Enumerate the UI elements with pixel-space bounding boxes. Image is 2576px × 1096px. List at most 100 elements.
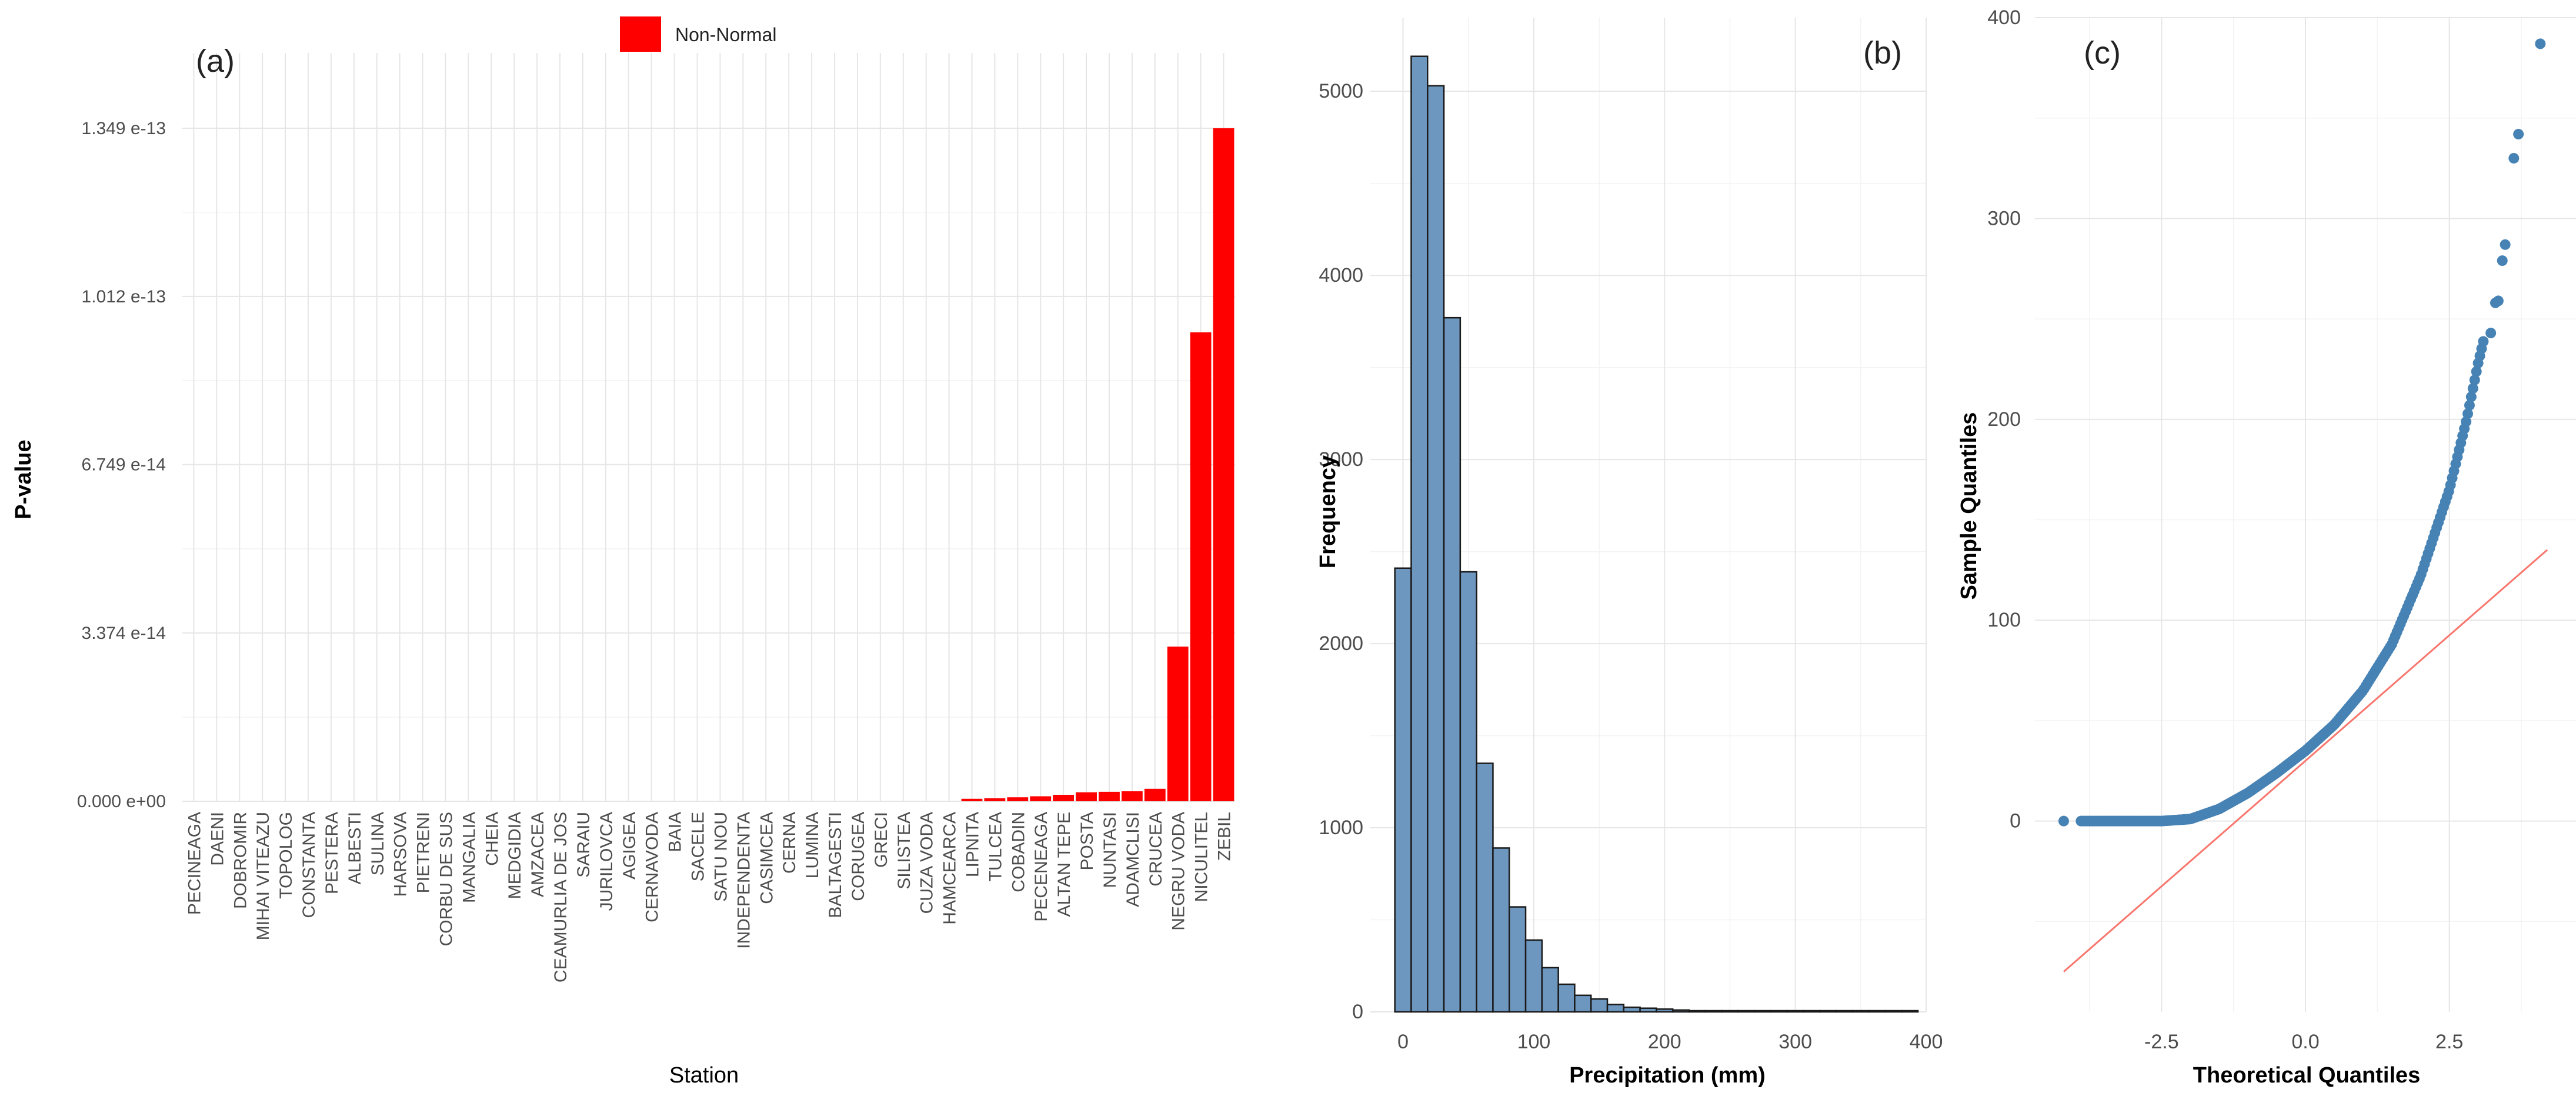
panel-c-y-ticks: 0 100 200 300 400 [1987,6,2021,832]
x-tick-label: NEGRU VODA [1169,812,1189,931]
y-tick-label: 3.374 e-14 [82,624,166,643]
x-tick-label: COBADIN [1009,812,1028,892]
x-tick-label: NICULITEL [1192,812,1212,902]
y-tick-label: 4000 [1319,264,1363,287]
histogram-bar [1606,1004,1625,1013]
qq-point [2497,255,2508,266]
histogram-bar [1737,1010,1756,1013]
qq-point [2535,38,2546,49]
histogram-bar [1427,85,1445,1013]
qq-point [2478,336,2489,347]
x-tick-label: MANGALIA [459,812,479,903]
bar [961,798,983,801]
x-tick-label: PIETRENI [414,812,433,893]
panel-c-gridlines [2035,17,2576,1012]
panel-b-xlabel: Precipitation (mm) [1569,1063,1766,1088]
x-tick-label: BALTAGESTI [826,812,845,918]
y-tick-label: 200 [1987,408,2021,431]
histogram-bar [1639,1007,1657,1013]
panel-a-x-ticks: PECINEAGA DAENI DOBROMIR MIHAI VITEAZU TOPOL… [185,812,1234,982]
legend-label: Non-Normal [675,24,776,45]
x-tick-label: ALTAN TEPE [1055,812,1074,917]
y-tick-label: 0 [1352,1001,1363,1023]
x-tick-label: 2.5 [2435,1031,2463,1053]
x-tick-label: INDEPENDENTA [734,812,753,949]
histogram-bar [1671,1009,1690,1013]
x-tick-label: SILISTEA [895,812,914,890]
qq-point [2492,295,2504,307]
x-tick-label: MEDGIDIA [505,812,525,899]
qq-point [2513,129,2524,140]
x-tick-label: 200 [1648,1031,1681,1053]
qq-point [2465,391,2477,402]
histogram-bar [1623,1006,1641,1013]
x-tick-label: CERNA [780,812,799,874]
panel-c-ylabel: Sample Quantiles [1957,412,1981,600]
qq-point [2471,366,2482,377]
x-tick-label: CERNAVODA [643,812,662,922]
x-tick-label: ADAMCLISI [1123,812,1143,907]
histogram-bar [1819,1010,1837,1013]
y-tick-label: 5000 [1319,80,1363,102]
panel-a-bar-chart: 0.000 e+00 3.374 e-14 6.749 e-14 1.012 e-13… [11,16,1235,1088]
panel-a-xlabel: Station [669,1063,739,1088]
x-tick-label: CHEIA [482,812,502,866]
panel-a-gridlines [182,53,1235,802]
x-tick-label: CONSTANTA [299,812,319,918]
x-tick-label: TOPOLOG [276,812,296,899]
histogram-bar [1557,983,1576,1013]
bar [1121,791,1143,801]
panel-b-ylabel: Frequency [1316,455,1340,568]
x-tick-label: DAENI [208,812,227,866]
histogram-bar [1410,55,1429,1013]
x-tick-label: TULCEA [986,812,1005,881]
panel-c-reference-line [2063,549,2548,972]
x-tick-label: LUMINA [803,812,822,878]
y-tick-label: 6.749 e-14 [82,455,166,475]
panel-b-x-ticks: 0 100 200 300 400 [1397,1031,1943,1053]
qq-point [2461,416,2472,427]
y-tick-label: 3000 [1319,448,1363,471]
panel-c-points [2058,38,2546,827]
bar [1007,797,1029,801]
y-tick-label: 400 [1987,6,2021,29]
histogram-bar [1704,1010,1723,1013]
bar [1030,796,1052,801]
panel-a-y-ticks: 0.000 e+00 3.374 e-14 6.749 e-14 1.012 e-13… [77,119,166,811]
x-tick-label: CORUGEA [849,812,868,901]
x-tick-label: NUNTASI [1100,812,1120,888]
y-tick-label: 1.349 e-13 [82,119,166,138]
histogram-bar [1476,762,1494,1013]
bar [1190,332,1212,801]
bar [1053,794,1075,801]
histogram-bar [1803,1010,1821,1013]
x-tick-label: DOBROMIR [231,812,250,909]
x-tick-label: PESTERA [322,812,342,894]
x-tick-label: ALBESTI [345,812,365,884]
x-tick-label: AGIGEA [620,812,639,880]
bar [1076,792,1097,801]
qq-point [2464,399,2475,411]
x-tick-label: SARAIU [574,812,593,878]
panel-b-histogram-bars [1394,55,1919,1013]
x-tick-label: CUZA VODA [917,812,937,914]
x-tick-label: SACELE [689,812,708,881]
x-tick-label: -2.5 [2144,1031,2179,1053]
y-tick-label: 1.012 e-13 [82,287,166,307]
qq-reference-line [2063,549,2548,972]
x-tick-label: PECINEAGA [185,812,204,915]
y-tick-label: 300 [1987,207,2021,229]
x-tick-label: SATU NOU [711,812,730,902]
histogram-bar [1688,1010,1707,1013]
x-tick-label: GRECI [872,812,891,868]
x-tick-label: SULINA [368,812,388,875]
histogram-bar [1492,847,1510,1013]
y-tick-label: 0 [2010,810,2021,832]
qq-point [2508,152,2520,164]
y-tick-label: 0.000 e+00 [77,792,166,811]
histogram-bar [1786,1010,1804,1013]
legend-swatch [620,16,661,52]
x-tick-label: CEAMURLIA DE JOS [551,812,570,982]
histogram-bar [1656,1008,1674,1013]
histogram-bar [1394,567,1412,1013]
